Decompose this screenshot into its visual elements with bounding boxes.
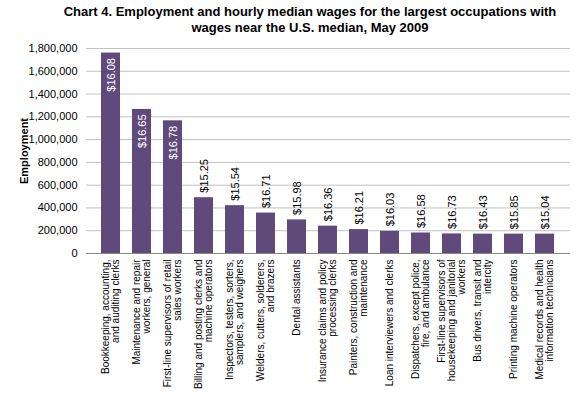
html-text:Chart 4. Employment and hourly: Chart 4. Employment and hourly median wa…: [63, 4, 557, 35]
svg-text:Dental assistants: Dental assistants: [291, 260, 302, 336]
svg-text:Maintenance and repairworkers,: Maintenance and repairworkers, general: [131, 259, 152, 365]
svg-text:$16.78: $16.78: [167, 126, 179, 160]
svg-text:800,000: 800,000: [38, 156, 78, 168]
svg-text:1,400,000: 1,400,000: [29, 88, 78, 100]
svg-text:Loan interviewers and clerks: Loan interviewers and clerks: [384, 260, 395, 387]
svg-text:1,200,000: 1,200,000: [29, 110, 78, 122]
svg-text:$16.03: $16.03: [384, 193, 396, 227]
svg-text:1,800,000: 1,800,000: [29, 42, 78, 54]
svg-text:$15.25: $15.25: [198, 159, 210, 193]
svg-text:Medical records and healthinfo: Medical records and healthinformation te…: [534, 260, 555, 380]
svg-text:$15.85: $15.85: [508, 195, 520, 229]
svg-text:$16.21: $16.21: [353, 191, 365, 225]
svg-text:Insurance claims and policypro: Insurance claims and policyprocessing cl…: [317, 260, 338, 383]
svg-text:$16.71: $16.71: [260, 174, 272, 208]
svg-text:$15.98: $15.98: [291, 181, 303, 215]
svg-text:First-line supervisors of reta: First-line supervisors of retailsales wo…: [162, 260, 183, 388]
svg-text:1,000,000: 1,000,000: [29, 133, 78, 145]
svg-text:Inspectors, testers, sorters,s: Inspectors, testers, sorters,samplers, a…: [224, 260, 245, 381]
svg-text:Painters, construction andmain: Painters, construction andmaintenance: [348, 259, 369, 375]
svg-text:Bus drivers, transit andinterc: Bus drivers, transit andintercity: [472, 260, 493, 362]
svg-text:Billing and posting clerks and: Billing and posting clerks andmachine op…: [193, 260, 214, 390]
svg-text:$15.04: $15.04: [539, 195, 551, 229]
svg-text:0: 0: [71, 247, 77, 259]
svg-text:400,000: 400,000: [38, 201, 78, 213]
svg-text:Welders, cutters, solderers,an: Welders, cutters, solderers,and brazers: [255, 260, 276, 382]
svg-text:$16.43: $16.43: [477, 195, 489, 229]
svg-text:Employment: Employment: [18, 118, 30, 184]
svg-text:Bookkeeping, accounting,and au: Bookkeeping, accounting,and auditing cle…: [100, 260, 121, 375]
svg-text:Dispatchers, except police,fir: Dispatchers, except police,fire, and amb…: [410, 259, 431, 379]
svg-text:Printing machine operators: Printing machine operators: [508, 260, 519, 380]
svg-text:First-line supervisors ofhouse: First-line supervisors ofhousekeeping an…: [436, 259, 467, 381]
svg-text:$16.65: $16.65: [136, 114, 148, 148]
svg-text:200,000: 200,000: [38, 224, 78, 236]
svg-text:$16.08: $16.08: [105, 58, 117, 92]
svg-text:$15.54: $15.54: [229, 167, 241, 201]
svg-text:$16.36: $16.36: [322, 188, 334, 222]
svg-text:$16.58: $16.58: [415, 194, 427, 228]
svg-text:1,600,000: 1,600,000: [29, 65, 78, 77]
svg-text:600,000: 600,000: [38, 179, 78, 191]
svg-text:$16.73: $16.73: [446, 195, 458, 229]
